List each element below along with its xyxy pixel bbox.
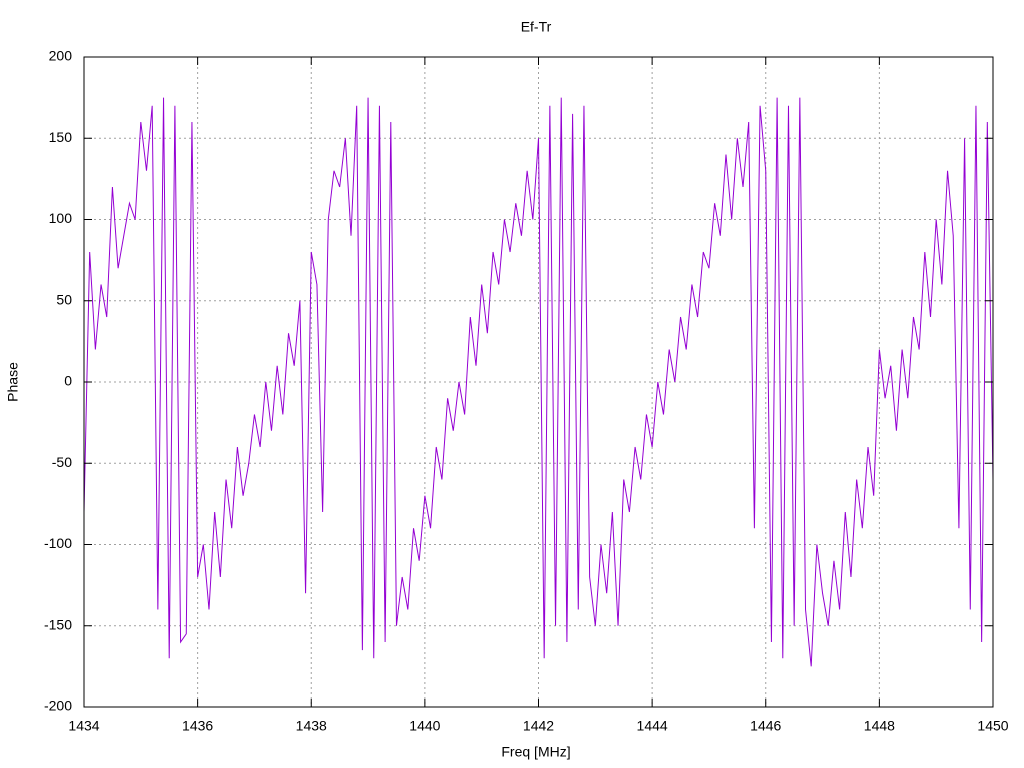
plot-area xyxy=(83,97,994,667)
y-tick-label: 0 xyxy=(64,373,72,389)
y-tick-label: 50 xyxy=(56,291,72,307)
chart-title: Ef-Tr xyxy=(521,19,552,35)
x-tick-label: 1446 xyxy=(750,718,781,734)
y-tick-label: -200 xyxy=(44,698,72,714)
y-tick-label: 100 xyxy=(49,210,73,226)
x-axis-label: Freq [MHz] xyxy=(501,744,570,760)
x-tick-label: 1440 xyxy=(409,718,440,734)
x-tick-label: 1442 xyxy=(523,718,554,734)
y-tick-label: -100 xyxy=(44,535,72,551)
x-tick-label: 1444 xyxy=(637,718,668,734)
x-tick-label: 1448 xyxy=(864,718,895,734)
y-tick-label: -150 xyxy=(44,616,72,632)
y-tick-label: -50 xyxy=(52,454,72,470)
y-tick-label: 150 xyxy=(49,129,73,145)
data-line xyxy=(83,97,994,667)
x-tick-label: 1434 xyxy=(68,718,99,734)
x-tick-label: 1450 xyxy=(977,718,1008,734)
x-tick-label: 1438 xyxy=(296,718,327,734)
y-axis-label: Phase xyxy=(5,362,21,402)
y-tick-label: 200 xyxy=(49,48,73,64)
x-tick-label: 1436 xyxy=(182,718,213,734)
